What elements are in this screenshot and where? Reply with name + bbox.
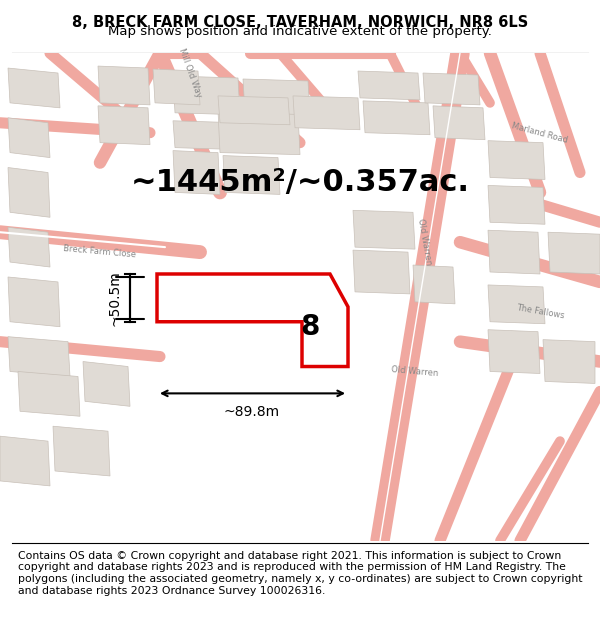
Text: Marland Road: Marland Road (511, 121, 569, 144)
Text: Mill Old Way: Mill Old Way (177, 47, 203, 99)
Text: Map shows position and indicative extent of the property.: Map shows position and indicative extent… (108, 25, 492, 38)
Polygon shape (218, 111, 300, 154)
Polygon shape (353, 211, 415, 249)
Text: Breck Farm Close: Breck Farm Close (63, 244, 137, 260)
Polygon shape (53, 426, 110, 476)
Text: ~50.5m: ~50.5m (108, 270, 122, 326)
Text: Contains OS data © Crown copyright and database right 2021. This information is : Contains OS data © Crown copyright and d… (18, 551, 583, 596)
Polygon shape (8, 68, 60, 108)
Polygon shape (8, 277, 60, 327)
Text: 8, BRECK FARM CLOSE, TAVERHAM, NORWICH, NR8 6LS: 8, BRECK FARM CLOSE, TAVERHAM, NORWICH, … (72, 15, 528, 30)
Polygon shape (423, 73, 480, 105)
Polygon shape (548, 232, 600, 274)
Text: ~89.8m: ~89.8m (224, 406, 280, 419)
Text: Old Warren: Old Warren (416, 218, 434, 266)
Polygon shape (8, 228, 50, 267)
Polygon shape (433, 106, 485, 139)
Polygon shape (413, 265, 455, 304)
Polygon shape (363, 101, 430, 135)
Polygon shape (243, 79, 310, 115)
Polygon shape (358, 71, 420, 100)
Polygon shape (98, 106, 150, 144)
Text: The Fallows: The Fallows (515, 303, 565, 321)
Polygon shape (18, 371, 80, 416)
Polygon shape (83, 361, 130, 406)
Polygon shape (488, 230, 540, 274)
Polygon shape (173, 121, 240, 149)
Polygon shape (488, 186, 545, 224)
Polygon shape (173, 76, 240, 115)
Text: 8: 8 (301, 312, 320, 341)
Polygon shape (8, 337, 70, 376)
Polygon shape (488, 285, 545, 324)
Polygon shape (488, 330, 540, 374)
Polygon shape (223, 156, 280, 194)
Text: Old Warren: Old Warren (391, 365, 439, 378)
Polygon shape (8, 118, 50, 158)
Polygon shape (353, 250, 410, 294)
Polygon shape (153, 69, 200, 105)
Polygon shape (293, 96, 360, 130)
Polygon shape (98, 66, 150, 105)
Polygon shape (173, 151, 220, 194)
Polygon shape (0, 436, 50, 486)
Polygon shape (218, 96, 290, 125)
Polygon shape (8, 168, 50, 217)
Polygon shape (543, 339, 595, 383)
Polygon shape (488, 141, 545, 179)
Text: ~1445m²/~0.357ac.: ~1445m²/~0.357ac. (131, 168, 470, 197)
